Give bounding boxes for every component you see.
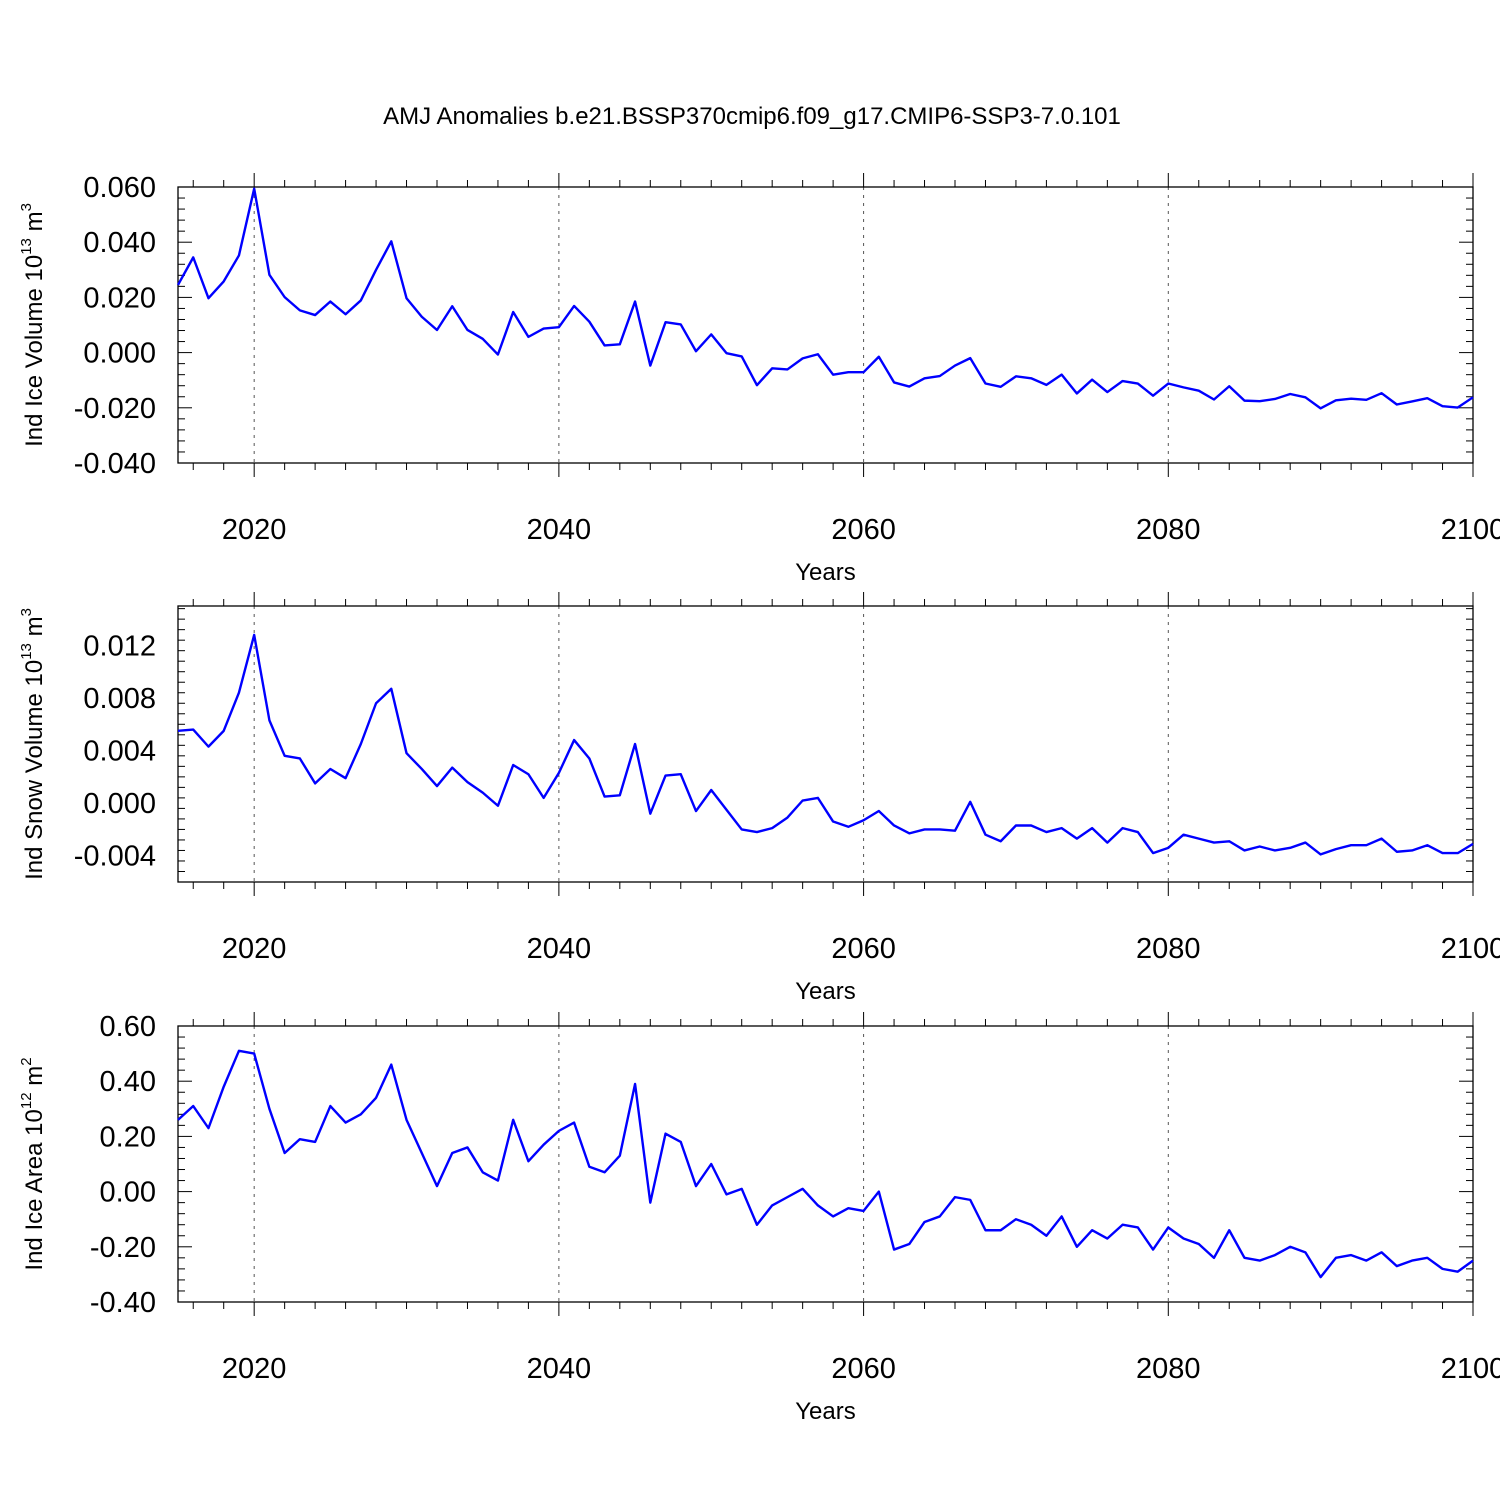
plot-frame xyxy=(177,605,1474,883)
y-tick-label: -0.040 xyxy=(74,448,156,480)
x-tick-label: 2080 xyxy=(1136,514,1201,546)
x-tick-label: 2060 xyxy=(831,514,896,546)
x-tick-label: 2060 xyxy=(831,933,896,965)
x-tick-label: 2100 xyxy=(1441,1353,1500,1385)
x-tick-label: 2020 xyxy=(222,1353,287,1385)
x-tick-label: 2020 xyxy=(222,933,287,965)
x-tick-label: 2080 xyxy=(1136,1353,1201,1385)
x-tick-label: 2040 xyxy=(527,933,592,965)
y-tick-label: 0.000 xyxy=(83,788,156,820)
plot-frame xyxy=(177,1025,1474,1303)
x-axis-label: Years xyxy=(795,1398,856,1425)
panel-1: 0.060 0.040 0.020 0.000 -0.020 -0.040 2020 2040… xyxy=(18,172,1500,586)
y-tick-label: -0.40 xyxy=(90,1287,156,1319)
x-tick-label: 2100 xyxy=(1441,933,1500,965)
panel-3: 0.60 0.40 0.20 0.00 -0.20 -0.40 2020 2040 2060 20… xyxy=(18,1011,1500,1425)
y-tick-label: 0.060 xyxy=(83,172,156,204)
y-axis-label: Ind Snow Volume 1013 m3 xyxy=(18,608,48,880)
y-tick-label: -0.004 xyxy=(74,841,156,873)
x-tick-label: 2040 xyxy=(527,514,592,546)
y-tick-label: 0.00 xyxy=(100,1177,156,1209)
x-axis-label: Years xyxy=(795,559,856,586)
y-tick-label: -0.020 xyxy=(74,393,156,425)
plot-frame xyxy=(177,186,1474,464)
x-tick-label: 2020 xyxy=(222,514,287,546)
series-line xyxy=(177,633,1474,856)
series-line xyxy=(177,1049,1474,1279)
x-tick-label: 2080 xyxy=(1136,933,1201,965)
series-line xyxy=(176,187,1474,410)
y-tick-label: 0.40 xyxy=(100,1066,156,1098)
x-axis-label: Years xyxy=(795,978,856,1005)
panel-2: 0.012 0.008 0.004 0.000 -0.004 2020 2040 2060 20… xyxy=(18,592,1500,1005)
x-tick-label: 2060 xyxy=(831,1353,896,1385)
y-tick-label: 0.012 xyxy=(83,630,156,662)
y-tick-label: 0.020 xyxy=(83,282,156,314)
y-tick-label: 0.60 xyxy=(100,1011,156,1043)
y-tick-label: 0.20 xyxy=(100,1121,156,1153)
x-tick-label: 2040 xyxy=(527,1353,592,1385)
y-tick-label: 0.040 xyxy=(83,227,156,259)
y-axis-label: Ind Ice Area 1012 m2 xyxy=(18,1057,48,1270)
figure-title: AMJ Anomalies b.e21.BSSP370cmip6.f09_g17… xyxy=(383,103,1121,130)
y-axis-label: Ind Ice Volume 1013 m3 xyxy=(18,203,48,447)
y-tick-label: 0.004 xyxy=(83,736,156,768)
x-tick-label: 2100 xyxy=(1441,514,1500,546)
y-tick-label: 0.000 xyxy=(83,338,156,370)
y-tick-label: -0.20 xyxy=(90,1232,156,1264)
y-tick-label: 0.008 xyxy=(83,683,156,715)
